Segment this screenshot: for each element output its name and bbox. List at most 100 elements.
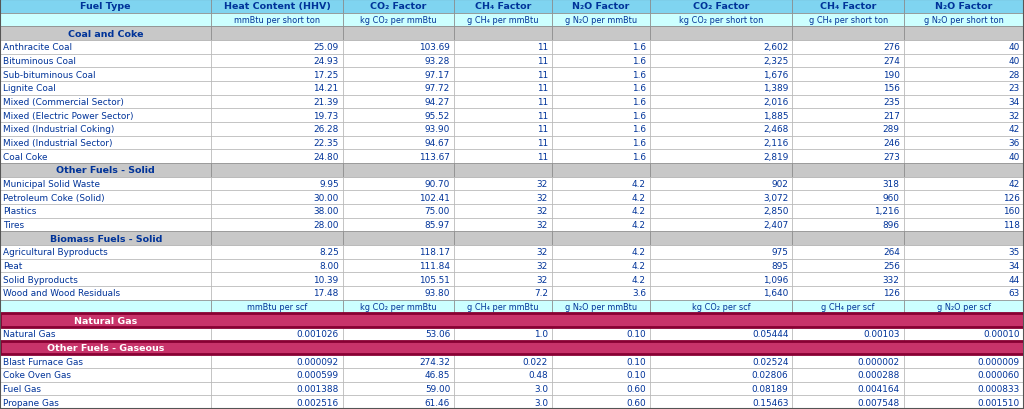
- Bar: [904, 273, 1024, 286]
- Text: 0.001510: 0.001510: [978, 398, 1020, 407]
- Text: Propane Gas: Propane Gas: [3, 398, 59, 407]
- Bar: [212, 136, 343, 150]
- Text: 94.27: 94.27: [425, 98, 450, 107]
- Bar: [552, 286, 650, 300]
- Bar: [343, 177, 454, 191]
- Text: kg CO₂ per scf: kg CO₂ per scf: [692, 302, 751, 311]
- Text: 26.28: 26.28: [313, 125, 339, 134]
- Text: 1,676: 1,676: [763, 70, 788, 79]
- Bar: [904, 150, 1024, 164]
- Text: 4.2: 4.2: [632, 207, 646, 216]
- Bar: [454, 136, 552, 150]
- Text: 4.2: 4.2: [632, 248, 646, 257]
- Text: Agricultural Byproducts: Agricultural Byproducts: [3, 248, 108, 257]
- Bar: [343, 382, 454, 396]
- Text: Mixed (Industrial Coking): Mixed (Industrial Coking): [3, 125, 115, 134]
- Bar: [454, 68, 552, 82]
- Bar: [552, 41, 650, 54]
- Text: 32: 32: [537, 193, 548, 202]
- Text: 11: 11: [537, 57, 548, 66]
- Bar: [454, 273, 552, 286]
- Bar: [793, 232, 904, 245]
- Bar: [454, 54, 552, 68]
- Text: 32: 32: [537, 180, 548, 189]
- Text: Biomass Fuels - Solid: Biomass Fuels - Solid: [49, 234, 162, 243]
- Bar: [212, 177, 343, 191]
- Text: 44: 44: [1009, 275, 1020, 284]
- Text: 0.60: 0.60: [627, 384, 646, 393]
- Bar: [552, 109, 650, 123]
- Bar: [552, 123, 650, 136]
- Bar: [793, 82, 904, 95]
- Text: 2,116: 2,116: [763, 139, 788, 148]
- Bar: [793, 123, 904, 136]
- Bar: [650, 13, 793, 27]
- Bar: [650, 150, 793, 164]
- Bar: [552, 382, 650, 396]
- Bar: [212, 245, 343, 259]
- Bar: [650, 382, 793, 396]
- Text: 14.21: 14.21: [313, 84, 339, 93]
- Bar: [904, 300, 1024, 314]
- Bar: [552, 136, 650, 150]
- Text: 1,640: 1,640: [763, 289, 788, 298]
- Text: Other Fuels - Solid: Other Fuels - Solid: [56, 166, 155, 175]
- Bar: [212, 327, 343, 341]
- Bar: [454, 123, 552, 136]
- Bar: [650, 109, 793, 123]
- Text: Petroleum Coke (Solid): Petroleum Coke (Solid): [3, 193, 104, 202]
- Bar: [793, 13, 904, 27]
- Text: 11: 11: [537, 84, 548, 93]
- Text: 17.25: 17.25: [313, 70, 339, 79]
- Text: 0.004164: 0.004164: [857, 384, 900, 393]
- Bar: [904, 259, 1024, 273]
- Text: 1,389: 1,389: [763, 84, 788, 93]
- Bar: [343, 368, 454, 382]
- Text: 895: 895: [771, 261, 788, 270]
- Text: 63: 63: [1009, 289, 1020, 298]
- Text: Mixed (Electric Power Sector): Mixed (Electric Power Sector): [3, 111, 133, 120]
- Text: 3.0: 3.0: [534, 398, 548, 407]
- Text: 0.000060: 0.000060: [978, 371, 1020, 380]
- Text: 0.00103: 0.00103: [863, 330, 900, 339]
- Bar: [904, 327, 1024, 341]
- Bar: [650, 164, 793, 177]
- Text: 93.28: 93.28: [425, 57, 450, 66]
- Bar: [650, 82, 793, 95]
- Bar: [904, 136, 1024, 150]
- Bar: [552, 204, 650, 218]
- Bar: [793, 396, 904, 409]
- Bar: [552, 177, 650, 191]
- Text: g CH₄ per short ton: g CH₄ per short ton: [809, 16, 888, 25]
- Text: 118: 118: [1002, 220, 1020, 229]
- Text: mmBtu per scf: mmBtu per scf: [247, 302, 307, 311]
- Text: 264: 264: [883, 248, 900, 257]
- Bar: [650, 68, 793, 82]
- Bar: [454, 109, 552, 123]
- Bar: [343, 327, 454, 341]
- Text: 32: 32: [1009, 111, 1020, 120]
- Text: 2,407: 2,407: [763, 220, 788, 229]
- Bar: [793, 95, 904, 109]
- Bar: [454, 95, 552, 109]
- Text: g N₂O per scf: g N₂O per scf: [937, 302, 991, 311]
- Bar: [212, 191, 343, 204]
- Text: 36: 36: [1009, 139, 1020, 148]
- Text: 274: 274: [883, 57, 900, 66]
- Bar: [904, 95, 1024, 109]
- Bar: [552, 327, 650, 341]
- Bar: [212, 68, 343, 82]
- Bar: [0, 368, 212, 382]
- Bar: [793, 245, 904, 259]
- Bar: [212, 41, 343, 54]
- Text: 1.0: 1.0: [534, 330, 548, 339]
- Bar: [212, 259, 343, 273]
- Text: 11: 11: [537, 111, 548, 120]
- Bar: [454, 27, 552, 41]
- Text: 32: 32: [537, 220, 548, 229]
- Text: g CH₄ per mmBtu: g CH₄ per mmBtu: [467, 16, 539, 25]
- Bar: [650, 204, 793, 218]
- Bar: [793, 150, 904, 164]
- Text: 32: 32: [537, 207, 548, 216]
- Text: 0.02524: 0.02524: [752, 357, 788, 366]
